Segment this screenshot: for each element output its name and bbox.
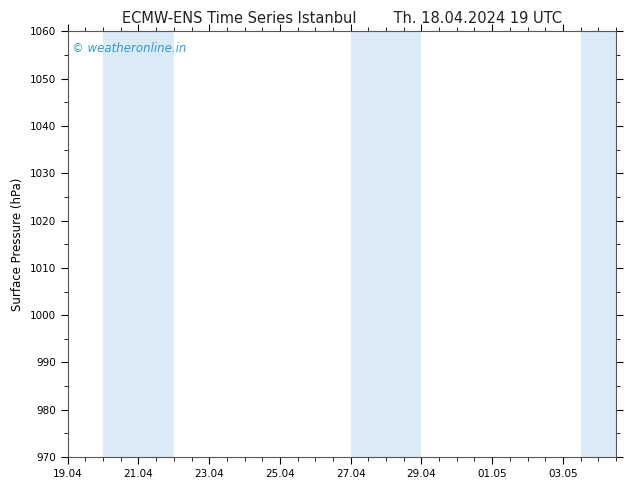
Title: ECMW-ENS Time Series Istanbul        Th. 18.04.2024 19 UTC: ECMW-ENS Time Series Istanbul Th. 18.04.… — [122, 11, 562, 26]
Bar — [581, 31, 616, 457]
Bar — [103, 31, 138, 457]
Bar — [138, 31, 174, 457]
Bar — [351, 31, 386, 457]
Y-axis label: Surface Pressure (hPa): Surface Pressure (hPa) — [11, 177, 24, 311]
Bar — [386, 31, 422, 457]
Text: © weatheronline.in: © weatheronline.in — [72, 42, 186, 55]
